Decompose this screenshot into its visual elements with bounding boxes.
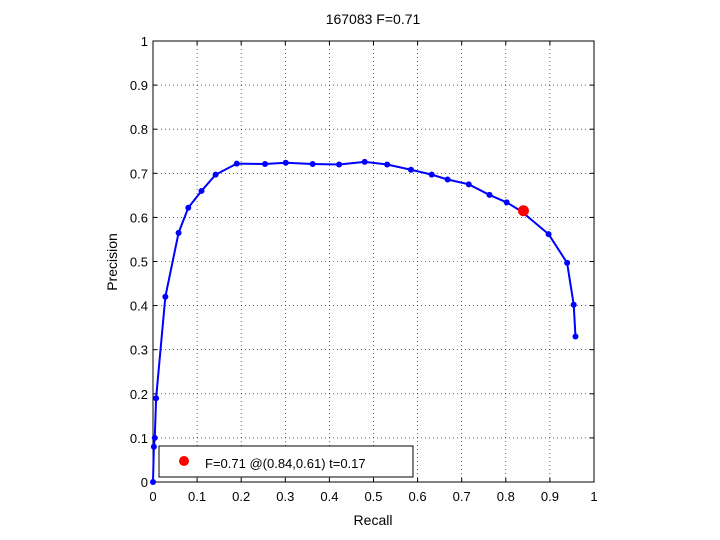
- grid-lines: [153, 41, 594, 482]
- series-point: [572, 333, 579, 340]
- series-point: [503, 199, 510, 206]
- series-point: [233, 160, 240, 167]
- y-tick-label: 0.2: [130, 387, 148, 402]
- series-point: [570, 301, 577, 308]
- series-point: [384, 161, 391, 168]
- y-tick-label: 1: [141, 34, 148, 49]
- x-tick-label: 0.9: [541, 489, 559, 504]
- x-tick-label: 0.1: [188, 489, 206, 504]
- y-tick-label: 0.4: [130, 299, 148, 314]
- series-point: [262, 161, 269, 168]
- y-tick-label: 0.8: [130, 122, 148, 137]
- series-point: [212, 171, 219, 178]
- y-tick-label: 0.6: [130, 210, 148, 225]
- series-point: [465, 181, 472, 188]
- series-point: [407, 166, 414, 173]
- series-point: [175, 229, 182, 236]
- series-point: [444, 176, 451, 183]
- y-tick-label: 0.7: [130, 166, 148, 181]
- x-tick-label: 0.6: [409, 489, 427, 504]
- y-axis-label: Precision: [104, 233, 120, 291]
- series-point: [150, 479, 156, 485]
- legend-label: F=0.71 @(0.84,0.61) t=0.17: [205, 456, 366, 471]
- x-tick-label: 0.8: [497, 489, 515, 504]
- x-tick-label: 1: [590, 489, 597, 504]
- series-point: [309, 161, 316, 168]
- y-tick-label: 0.9: [130, 78, 148, 93]
- y-tick-label: 0.5: [130, 255, 148, 270]
- series-point: [198, 187, 205, 194]
- legend-marker-red-dot: [179, 456, 189, 466]
- y-tick-label: 0.3: [130, 343, 148, 358]
- series-point: [564, 259, 571, 266]
- chart-title: 167083 F=0.71: [326, 11, 421, 27]
- x-tick-label: 0.7: [453, 489, 471, 504]
- axis-ticks: 0 0.1 0.2 0.3 0.4 0.5 0.6 0.7 0.8 0.9 1 0 0.1 0.2 0.3 0…: [130, 34, 598, 504]
- series-point: [151, 434, 158, 441]
- y-tick-label: 0: [141, 475, 148, 490]
- best-f-point: [517, 205, 529, 217]
- series-point: [153, 395, 160, 402]
- series-layer: [150, 158, 579, 485]
- x-tick-label: 0.5: [364, 489, 382, 504]
- series-point: [336, 161, 343, 168]
- series-point: [545, 231, 552, 238]
- x-tick-label: 0.2: [232, 489, 250, 504]
- series-point: [282, 159, 289, 166]
- x-tick-label: 0.4: [320, 489, 338, 504]
- series-point: [428, 171, 435, 178]
- x-tick-label: 0: [149, 489, 156, 504]
- series-point: [185, 204, 192, 211]
- y-tick-label: 0.1: [130, 431, 148, 446]
- series-point: [162, 293, 169, 300]
- x-tick-label: 0.3: [276, 489, 294, 504]
- x-axis-label: Recall: [354, 512, 393, 528]
- series-point: [486, 191, 493, 198]
- legend: F=0.71 @(0.84,0.61) t=0.17: [158, 445, 414, 478]
- series-point: [361, 158, 368, 165]
- series-point: [150, 443, 157, 450]
- legend-box: [158, 445, 414, 478]
